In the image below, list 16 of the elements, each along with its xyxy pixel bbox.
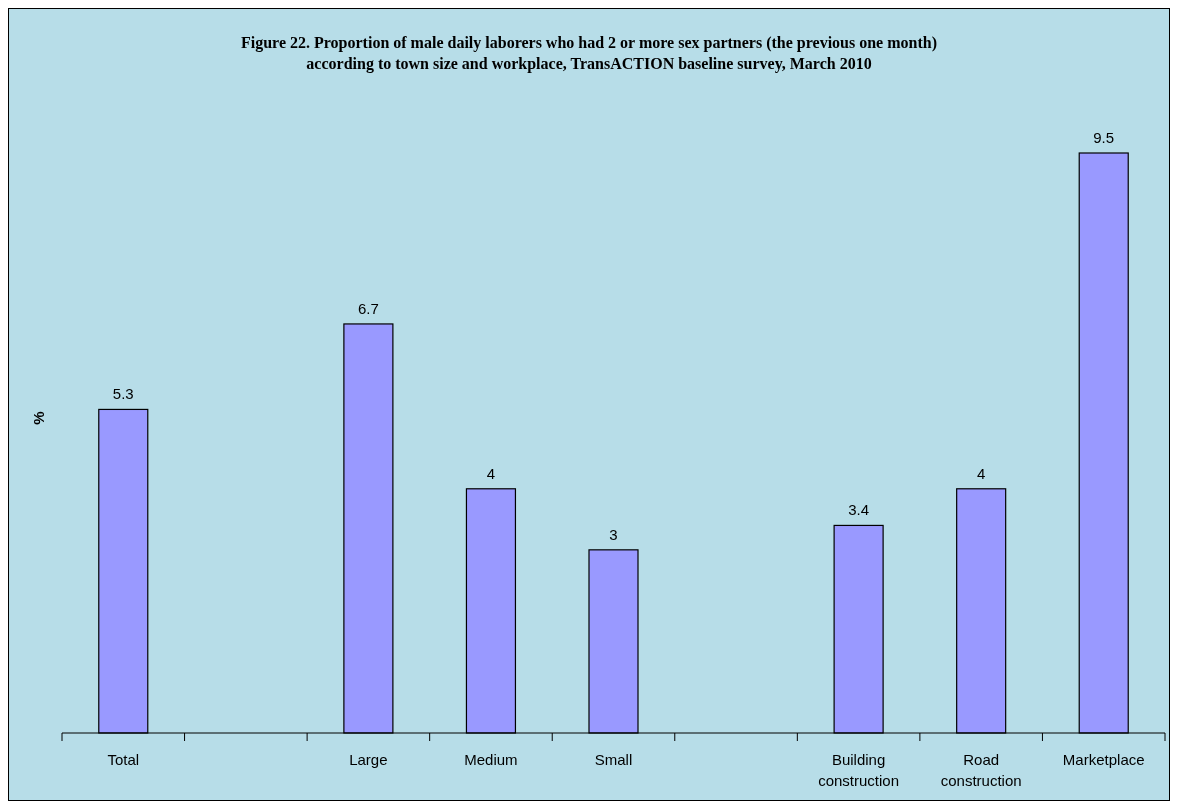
x-tick-label: Road construction [940, 751, 1022, 789]
x-tick-label: Total [107, 751, 140, 768]
data-label: 6.7 [357, 299, 379, 317]
x-tick-label: Building construction [818, 751, 900, 789]
chart-title: Figure 22. Proportion of male daily laborers who had 2 or more sex partners (the previous one month) according to town size and workplace, TransACTION baseline survey, March 2010 [241, 34, 937, 73]
data-label: 3 [609, 525, 618, 543]
data-label: 3.4 [848, 501, 870, 519]
data-label: 4 [486, 464, 496, 482]
x-tick-label: Medium [464, 751, 518, 768]
x-tick-label: Large [349, 751, 388, 768]
x-tick-label: Marketplace [1062, 751, 1145, 768]
data-label: 4 [976, 464, 986, 482]
data-label: 9.5 [1093, 129, 1115, 146]
y-axis-title: % [30, 411, 47, 425]
x-tick-label: Small [594, 751, 633, 768]
data-label: 5.3 [112, 385, 134, 403]
